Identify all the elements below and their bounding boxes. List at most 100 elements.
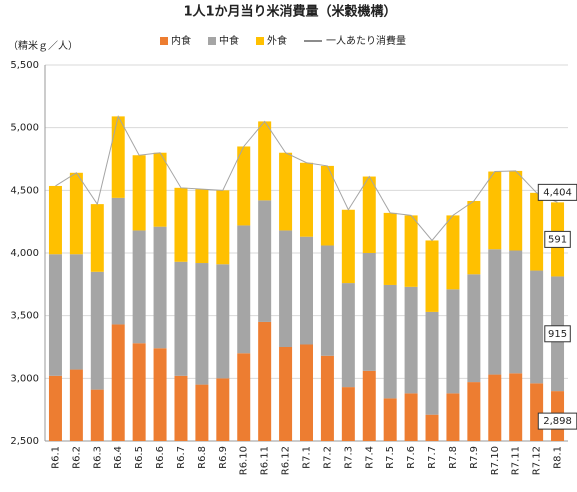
legend-label: 内食	[171, 34, 191, 47]
bar-segment	[320, 165, 334, 246]
legend-swatch	[208, 37, 216, 45]
bar-segment	[341, 283, 355, 388]
bar-segment	[530, 383, 544, 441]
data-label: 591	[548, 234, 567, 245]
bar-segment	[48, 254, 62, 376]
y-axis-label: （精米ｇ／人）	[8, 39, 78, 52]
x-tick-label: R7.5	[385, 446, 396, 469]
bar-segment	[90, 271, 104, 390]
x-tick-label: R6.11	[260, 446, 271, 475]
bar-segment	[111, 116, 125, 198]
bar-segment	[404, 393, 418, 441]
x-tick-label: R6.9	[218, 446, 229, 469]
x-tick-label: R6.1	[50, 446, 61, 469]
bar-segment	[90, 204, 104, 272]
bar-segment	[341, 387, 355, 441]
bar-segment	[362, 253, 376, 371]
legend-swatch	[160, 37, 168, 45]
bar-segment	[488, 249, 502, 375]
bar-segment	[90, 389, 104, 441]
y-tick-label: 3,500	[10, 311, 39, 322]
bar-segment	[153, 348, 167, 441]
x-tick-label: R7.12	[532, 446, 543, 475]
bar-segment	[488, 171, 502, 250]
x-tick-label: R7.9	[469, 446, 480, 469]
y-tick-label: 4,500	[10, 185, 39, 196]
bar-segment	[467, 274, 481, 383]
bar-segment	[530, 270, 544, 384]
bar-segment	[153, 152, 167, 227]
bar-segment	[446, 215, 460, 290]
bar-segment	[446, 393, 460, 441]
data-label: 4,404	[543, 187, 572, 198]
bar-segment	[237, 146, 251, 226]
bar-segment	[341, 209, 355, 284]
x-tick-label: R6.5	[134, 446, 145, 469]
bar-segment	[488, 374, 502, 441]
y-tick-label: 5,500	[10, 60, 39, 71]
bar-segment	[48, 185, 62, 255]
bar-segment	[258, 200, 272, 322]
bar-segment	[153, 226, 167, 349]
bar-segment	[174, 187, 188, 262]
bar-segment	[509, 250, 523, 374]
x-tick-label: R7.1	[302, 446, 313, 469]
x-tick-label: R7.8	[448, 446, 459, 469]
bar-segment	[195, 189, 209, 264]
x-tick-label: R7.7	[427, 446, 438, 469]
x-tick-label: R7.3	[343, 446, 354, 469]
x-tick-label: R6.7	[176, 446, 187, 469]
y-tick-label: 4,000	[10, 248, 39, 259]
legend-label: 一人あたり消費量	[326, 34, 406, 47]
x-tick-label: R6.6	[155, 446, 166, 469]
bar-segment	[362, 370, 376, 441]
bar-segment	[300, 162, 313, 237]
bar-segment	[69, 172, 83, 255]
bar-segment	[111, 324, 125, 441]
bar-segment	[216, 190, 230, 265]
x-tick-label: R6.8	[197, 446, 208, 469]
bar-segment	[404, 215, 418, 287]
x-tick-label: R6.12	[281, 446, 292, 475]
data-label: 915	[548, 329, 567, 340]
bar-segment	[111, 197, 125, 325]
y-tick-label: 5,000	[10, 123, 39, 134]
bar-segment	[132, 230, 146, 344]
bar-segment	[237, 225, 251, 354]
x-tick-label: R6.4	[113, 446, 124, 469]
chart-title: 1人1か月当り米消費量（米穀機構）	[183, 4, 396, 20]
bar-segment	[132, 343, 146, 441]
data-label-box	[544, 230, 571, 248]
legend-swatch	[256, 37, 264, 45]
bar-segment	[425, 414, 439, 441]
bar-segment	[279, 230, 293, 347]
total-line	[55, 114, 558, 242]
bar-segment	[383, 284, 397, 399]
bar-segment	[467, 382, 481, 441]
legend-label: 外食	[267, 34, 287, 47]
x-tick-label: R8.1	[553, 446, 564, 469]
bar-segment	[320, 355, 334, 441]
bar-segment	[132, 155, 146, 231]
y-tick-label: 3,000	[10, 373, 39, 384]
bar-segment	[69, 254, 83, 370]
x-tick-label: R6.2	[71, 446, 82, 469]
bar-segment	[174, 261, 188, 376]
bar-segment	[258, 121, 272, 201]
bar-segment	[216, 264, 230, 379]
bar-segment	[195, 384, 209, 441]
bar-segment	[195, 263, 209, 385]
bar-segment	[530, 192, 544, 271]
bar-segment	[425, 240, 439, 312]
bar-segment	[509, 170, 523, 251]
bar-segment	[279, 347, 293, 441]
bar-segment	[404, 286, 418, 394]
x-tick-label: R7.2	[322, 446, 333, 469]
x-tick-label: R7.10	[490, 446, 501, 475]
bar-segment	[425, 311, 439, 415]
y-tick-label: 2,500	[10, 436, 39, 447]
bar-segment	[467, 200, 481, 275]
x-tick-label: R7.11	[511, 446, 522, 475]
bar-segment	[237, 353, 251, 441]
data-label: 2,898	[543, 416, 572, 427]
